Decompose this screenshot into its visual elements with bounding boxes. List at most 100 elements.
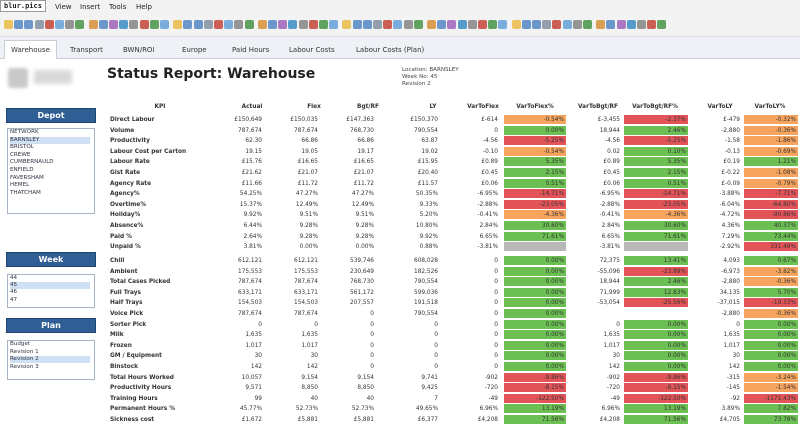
toolbar-icon[interactable]	[583, 20, 592, 29]
list-item[interactable]: Revision 2	[10, 356, 90, 364]
status-cell: 0.00%	[504, 266, 566, 277]
list-item[interactable]: HEMEL	[10, 182, 30, 189]
toolbar-icon[interactable]	[637, 20, 646, 29]
status-cell: -9.86%	[624, 372, 688, 383]
toolbar-icon[interactable]	[373, 20, 382, 29]
list-item[interactable]: 45	[10, 282, 90, 290]
toolbar-icon[interactable]	[98, 20, 108, 29]
toolbar-icon[interactable]	[626, 20, 636, 29]
table-cell: £21.62	[241, 170, 262, 176]
toolbar-icon[interactable]	[278, 20, 288, 29]
list-item[interactable]: THATCHAM	[10, 189, 41, 196]
toolbar-icon[interactable]	[244, 20, 254, 29]
toolbar-icon[interactable]	[447, 20, 457, 29]
toolbar-icon[interactable]	[457, 20, 467, 29]
list-item[interactable]: FAVERSHAM	[10, 174, 44, 181]
toolbar-icon[interactable]	[139, 20, 149, 29]
toolbar-icon[interactable]	[657, 20, 667, 29]
toolbar-icon[interactable]	[552, 20, 562, 29]
toolbar-icon[interactable]	[88, 20, 98, 29]
list-item[interactable]: Revision 3	[10, 363, 39, 370]
toolbar-icon[interactable]	[511, 20, 521, 29]
toolbar-icon[interactable]	[467, 20, 477, 29]
tab[interactable]: Transport	[70, 46, 103, 54]
toolbar-icon[interactable]	[478, 20, 487, 29]
toolbar-icon[interactable]	[532, 20, 541, 29]
tab[interactable]: Europe	[182, 46, 207, 54]
toolbar-icon[interactable]	[34, 20, 44, 29]
toolbar-icon[interactable]	[109, 20, 118, 29]
toolbar-icon[interactable]	[352, 20, 362, 29]
toolbar-icon[interactable]	[488, 20, 498, 29]
status-cell: 331.49%	[744, 242, 798, 253]
column-header: Actual	[241, 104, 263, 110]
table-cell: -3.88%	[719, 191, 740, 198]
toolbar-icon[interactable]	[329, 20, 339, 29]
list-item[interactable]: Budget	[10, 341, 31, 347]
toolbar-icon[interactable]	[521, 20, 531, 29]
toolbar-icon[interactable]	[498, 20, 508, 29]
toolbar-icon[interactable]	[55, 20, 64, 29]
toolbar-icon[interactable]	[4, 20, 13, 29]
menu-item[interactable]: Help	[136, 3, 152, 11]
toolbar-icon[interactable]	[149, 20, 159, 29]
menu-item[interactable]: Tools	[109, 3, 127, 11]
toolbar-icon[interactable]	[308, 20, 318, 29]
menu-item[interactable]: Insert	[80, 3, 101, 11]
toolbar-icon[interactable]	[268, 20, 277, 29]
toolbar-icon[interactable]	[616, 20, 626, 29]
toolbar-icon[interactable]	[413, 20, 423, 29]
tab[interactable]: Warehouse	[4, 40, 57, 59]
toolbar-icon[interactable]	[542, 20, 552, 29]
toolbar-icon[interactable]	[183, 20, 193, 29]
toolbar-icon[interactable]	[129, 20, 139, 29]
list-item[interactable]: CREWE	[10, 151, 31, 158]
toolbar-icon[interactable]	[298, 20, 308, 29]
toolbar-icon[interactable]	[193, 20, 203, 29]
toolbar-icon[interactable]	[319, 20, 328, 29]
toolbar-icon[interactable]	[14, 20, 24, 29]
toolbar-icon[interactable]	[224, 20, 234, 29]
toolbar-icon[interactable]	[173, 20, 183, 29]
toolbar-icon[interactable]	[572, 20, 582, 29]
toolbar-icon[interactable]	[24, 20, 34, 29]
table-cell: 0	[258, 321, 262, 328]
list-item[interactable]: BRISTOL	[10, 144, 34, 151]
toolbar-icon[interactable]	[342, 20, 352, 29]
toolbar-icon[interactable]	[403, 20, 413, 29]
list-item[interactable]: 46	[10, 289, 18, 296]
tab[interactable]: Labour Costs (Plan)	[356, 46, 425, 54]
menu-item[interactable]: View	[55, 3, 72, 11]
toolbar-icon[interactable]	[119, 20, 129, 29]
list-item[interactable]: 44	[10, 275, 18, 281]
list-item[interactable]: BARNSLEY	[10, 136, 90, 144]
toolbar-icon[interactable]	[234, 20, 244, 29]
list-item[interactable]: CUMBERNAULD	[10, 159, 54, 166]
toolbar-icon[interactable]	[606, 20, 616, 29]
toolbar-icon[interactable]	[647, 20, 657, 29]
toolbar-icon[interactable]	[214, 20, 223, 29]
toolbar-icon[interactable]	[288, 20, 298, 29]
toolbar-icon[interactable]	[393, 20, 403, 29]
list-item[interactable]: Revision 1	[10, 348, 39, 355]
tab[interactable]: BWN/ROI	[123, 46, 155, 54]
tab[interactable]: Paid Hours	[232, 46, 270, 54]
toolbar-icon[interactable]	[427, 20, 436, 29]
toolbar-icon[interactable]	[160, 20, 169, 29]
list-item[interactable]: 47	[10, 296, 18, 303]
toolbar-icon[interactable]	[437, 20, 447, 29]
toolbar-icon[interactable]	[203, 20, 213, 29]
table-cell: £5,881	[297, 417, 318, 423]
toolbar-icon[interactable]	[65, 20, 75, 29]
toolbar-icon[interactable]	[562, 20, 572, 29]
column-header: VarToLY	[707, 104, 733, 110]
tab[interactable]: Labour Costs	[289, 46, 335, 54]
toolbar-icon[interactable]	[257, 20, 267, 29]
toolbar-icon[interactable]	[75, 20, 85, 29]
toolbar-icon[interactable]	[362, 20, 372, 29]
toolbar-icon[interactable]	[383, 20, 393, 29]
toolbar-icon[interactable]	[596, 20, 606, 29]
list-item[interactable]: ENFIELD	[10, 167, 34, 173]
toolbar-icon[interactable]	[44, 20, 54, 29]
list-item[interactable]: NETWORK	[10, 129, 39, 135]
